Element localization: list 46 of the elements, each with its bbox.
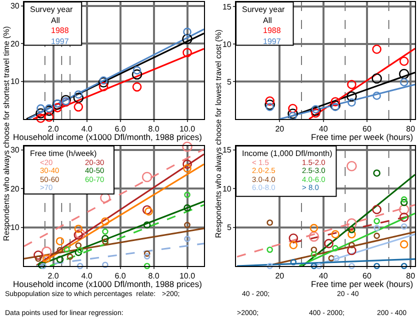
y-tick-label: 30 [10, 146, 20, 155]
x-tick-label: 6.0 [114, 124, 126, 134]
x-axis-title: Household income (x1000 Dfl/month, 1988 prices) [13, 279, 202, 289]
y-tick-label: 20 [10, 184, 20, 194]
x-axis-title: Free time per week (hours) [311, 279, 414, 289]
x-tick-label: 20 [275, 124, 285, 134]
text: 1988 [51, 26, 70, 35]
x-tick-label: 40 [318, 124, 328, 134]
y-axis-title: Respondents who always choose for shortest travel time (%) [2, 26, 11, 241]
y-tick-label: 10 [10, 223, 20, 232]
x-tick-label: 2.0 [48, 124, 60, 134]
legend-title: Survey year [242, 5, 286, 14]
x-tick-label: 2.0 [48, 272, 60, 281]
text: 1988 [263, 26, 282, 35]
y-tick-label: 10 [10, 77, 20, 86]
text: All [263, 16, 272, 25]
y-tick-label: 10 [222, 40, 232, 49]
x-tick-label: 20 [275, 272, 285, 281]
x-tick-label: 80 [406, 272, 416, 281]
x-tick-label: 4.0 [81, 272, 93, 281]
x-tick-label: 8.0 [148, 124, 160, 134]
y-tick-label: 5 [226, 223, 232, 232]
x-tick-label: 60 [362, 272, 372, 281]
x-tick-label: 6.0 [114, 272, 126, 281]
x-tick-label: 10.0 [179, 272, 196, 281]
text: 1997 [263, 37, 282, 46]
x-axis-title: Household income (x1000 Dfl/month, 1988 prices) [13, 132, 202, 142]
text: All [51, 16, 60, 25]
y-tick-label: 15 [222, 146, 232, 155]
y-tick-label: 5 [226, 77, 232, 86]
y-tick-label: 20 [10, 39, 20, 48]
x-tick-label: 60 [362, 124, 372, 134]
y-axis-title: Respondents who always choose for lowest travel cost (%) [214, 29, 223, 238]
legend-title: Survey year [30, 5, 74, 14]
x-tick-label: 40 [318, 272, 328, 281]
y-tick-label: 30 [10, 2, 20, 11]
x-tick-label: 80 [406, 124, 416, 134]
x-tick-label: 8.0 [148, 272, 160, 281]
x-axis-title: Free time per week (hours) [311, 132, 414, 142]
legend-title: Free time (h/week) [30, 149, 98, 158]
y-tick-label: 15 [222, 2, 232, 12]
legend-title: Income (1,000 Dfl/month) [242, 149, 333, 158]
x-tick-label: 10.0 [179, 124, 196, 134]
text: 1997 [51, 37, 70, 46]
x-tick-label: 4.0 [81, 124, 93, 134]
y-tick-label: 10 [222, 184, 232, 194]
